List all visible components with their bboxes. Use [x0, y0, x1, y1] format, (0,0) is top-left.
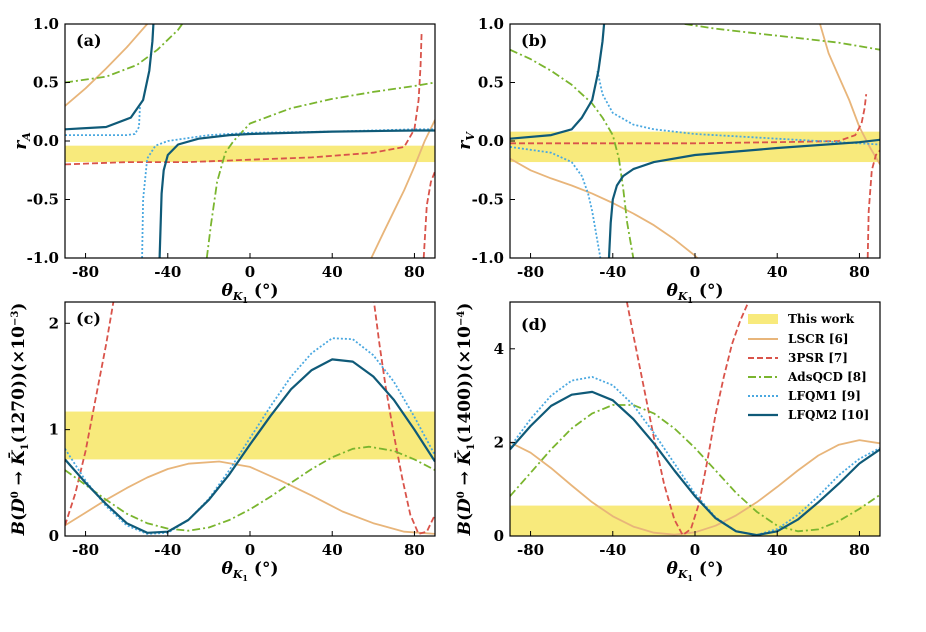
panel-c-plot-area: -80 -40 0 40 80 2 1 0: [49, 302, 435, 559]
panel-c-xtick-label: -80: [72, 541, 99, 559]
legend-label-lscr: LSCR [6]: [788, 332, 849, 346]
panel-a-xtick-label: 40: [322, 263, 343, 281]
panel-c-series-lfqm1: [65, 337, 435, 535]
panel-b-plot-area: -80 -40 0 40 80 1.0 0.5 0.0 -0.5 -1.0: [472, 15, 880, 281]
panel-a-xlabel: θK1 (°): [222, 281, 279, 305]
panel-d-marks: [510, 302, 880, 536]
panel-c-this-work-band: [65, 411, 435, 460]
legend-label-3psr: 3PSR [7]: [788, 351, 848, 365]
panel-d-xtick-label: 0: [690, 541, 700, 559]
panel-b-label: (b): [521, 31, 547, 50]
legend-label-this-work: This work: [788, 312, 855, 326]
panel-b-ytick-label: 0.0: [478, 132, 504, 150]
panel-d-label: (d): [521, 315, 547, 334]
panel-a: -80 -40 0 40 80 1.0 0.5 0.0 -0.5 -1.0 (a) rA θK1 …: [11, 15, 436, 305]
panel-c-label: (c): [76, 309, 101, 328]
panel-c-ytick-label: 2: [49, 314, 59, 332]
panel-d: -80 -40 0 40 80 4 2 0 (d) B(D0 → K̄1(1400))(×10…: [454, 301, 881, 583]
panel-b-series-lfqm2: [510, 24, 880, 258]
panel-d-plot-area: -80 -40 0 40 80 4 2 0: [494, 302, 880, 559]
panel-a-ytick-label: -0.5: [27, 191, 59, 209]
panel-c-ytick-label: 1: [49, 421, 59, 439]
panel-a-series-lfqm1: [65, 105, 435, 258]
panel-c-xtick-label: 40: [322, 541, 343, 559]
panel-b-marks: [510, 24, 880, 258]
panel-d-xtick-label: -40: [599, 541, 626, 559]
panel-a-xtick-label: 80: [404, 263, 425, 281]
panel-d-series-adsqcd: [510, 404, 880, 533]
panel-c-ylabel: B(D0 → K̄1(1270))(×10−3): [8, 303, 31, 537]
panel-d-xtick-label: 40: [767, 541, 788, 559]
panel-d-series-lfqm2: [510, 390, 880, 536]
panel-b-this-work-band: [510, 131, 880, 163]
legend-label-lfqm1: LFQM1 [9]: [788, 389, 861, 403]
panel-c-xtick-label: 80: [404, 541, 425, 559]
panel-b-xtick-label: -40: [599, 263, 626, 281]
panel-c-xtick-label: -40: [154, 541, 181, 559]
panel-a-ylabel: rA: [11, 132, 33, 150]
panel-a-label: (a): [76, 31, 102, 50]
panel-a-xtick-label: -40: [154, 263, 181, 281]
panel-b-xtick-label: 0: [690, 263, 700, 281]
panel-b-ytick-label: -0.5: [472, 191, 504, 209]
panel-d-ytick-label: 4: [494, 340, 504, 358]
panel-b-ytick-label: 0.5: [478, 74, 504, 92]
panel-a-plot-area: -80 -40 0 40 80 1.0 0.5 0.0 -0.5 -1.0: [27, 15, 435, 281]
panel-b-ytick-label: 1.0: [478, 15, 504, 33]
panel-d-xtick-label: 80: [849, 541, 870, 559]
panel-b-xlabel: θK1 (°): [667, 281, 724, 305]
panel-d-this-work-band: [510, 505, 880, 536]
panel-a-xtick-label: -80: [72, 263, 99, 281]
panel-a-frame: [64, 23, 436, 259]
legend-label-lfqm2: LFQM2 [10]: [788, 408, 869, 422]
legend-label-adsqcd: AdsQCD [8]: [787, 370, 867, 384]
panel-c-series-3psr: [65, 302, 435, 535]
legend-swatch-this-work: [748, 314, 778, 324]
panel-a-this-work-band: [65, 145, 435, 163]
panel-c-xtick-label: 0: [245, 541, 255, 559]
panel-c-xlabel: θK1 (°): [222, 559, 279, 583]
panel-a-series-3psr: [65, 33, 435, 258]
panel-a-xtick-label: 0: [245, 263, 255, 281]
panel-d-ytick-label: 0: [494, 527, 504, 545]
panel-a-series-lscr: [65, 24, 435, 258]
panel-a-marks: [65, 24, 435, 258]
panel-b-ylabel: rV: [455, 131, 477, 150]
panel-b-xtick-label: -80: [517, 263, 544, 281]
panel-b-series-adsqcd: [510, 24, 880, 258]
legend: This work LSCR [6] 3PSR [7] AdsQCD [8] L…: [748, 312, 869, 422]
panel-b-frame: [509, 23, 881, 259]
panel-c-ytick-label: 0: [49, 527, 59, 545]
panel-b-xtick-label: 80: [849, 263, 870, 281]
panel-a-ytick-label: 1.0: [33, 15, 59, 33]
panel-d-ytick-label: 2: [494, 433, 504, 451]
panel-b: -80 -40 0 40 80 1.0 0.5 0.0 -0.5 -1.0 (b) rV θK1 …: [455, 15, 881, 305]
panel-c-marks: [65, 302, 435, 535]
panel-c-series-adsqcd: [65, 445, 435, 532]
panel-a-ytick-label: -1.0: [27, 249, 59, 267]
panel-c: -80 -40 0 40 80 2 1 0 (c) B(D0 → K̄1(1270))(×10…: [8, 301, 436, 583]
panel-c-series-lscr: [65, 460, 435, 535]
panel-b-series-lfqm1: [510, 70, 880, 258]
panel-c-series-lfqm2: [65, 358, 435, 534]
panel-d-frame: [509, 301, 881, 537]
panel-a-ytick-label: 0.5: [33, 74, 59, 92]
panel-b-ytick-label: -1.0: [472, 249, 504, 267]
panel-a-series-lfqm2: [65, 24, 435, 258]
panel-d-xtick-label: -80: [517, 541, 544, 559]
panel-a-ytick-label: 0.0: [33, 132, 59, 150]
panel-c-frame: [64, 301, 436, 537]
panel-b-xtick-label: 40: [767, 263, 788, 281]
panel-d-ylabel: B(D0 → K̄1(1400))(×10−4): [454, 303, 477, 537]
panel-b-series-3psr: [510, 94, 880, 258]
panel-a-series-adsqcd: [65, 24, 435, 258]
panel-d-series-3psr: [626, 302, 750, 536]
panel-d-xlabel: θK1 (°): [667, 559, 724, 583]
